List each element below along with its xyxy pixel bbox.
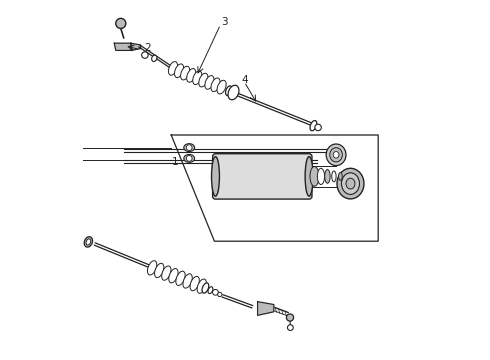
Ellipse shape (84, 237, 93, 247)
Ellipse shape (217, 80, 226, 94)
Ellipse shape (318, 168, 324, 185)
Ellipse shape (310, 166, 319, 186)
Ellipse shape (174, 64, 184, 77)
Ellipse shape (176, 271, 185, 285)
Text: 2: 2 (144, 43, 151, 53)
Ellipse shape (184, 144, 195, 152)
Ellipse shape (183, 274, 192, 288)
Ellipse shape (346, 178, 355, 189)
Ellipse shape (154, 263, 164, 278)
Ellipse shape (169, 269, 178, 283)
Ellipse shape (326, 144, 346, 166)
Ellipse shape (193, 71, 202, 85)
Circle shape (218, 292, 222, 297)
Ellipse shape (332, 171, 336, 182)
Polygon shape (258, 302, 274, 315)
FancyBboxPatch shape (213, 154, 312, 199)
Circle shape (286, 314, 294, 321)
Ellipse shape (228, 85, 239, 100)
Polygon shape (131, 43, 141, 50)
Polygon shape (114, 43, 132, 50)
Circle shape (186, 145, 192, 150)
Ellipse shape (208, 287, 213, 294)
Ellipse shape (205, 76, 214, 89)
Text: 3: 3 (221, 17, 228, 27)
Circle shape (213, 289, 219, 295)
Ellipse shape (337, 168, 364, 199)
Ellipse shape (305, 157, 313, 196)
Ellipse shape (190, 276, 199, 291)
Ellipse shape (187, 69, 196, 82)
Ellipse shape (199, 73, 208, 87)
Ellipse shape (202, 283, 209, 293)
Circle shape (186, 156, 192, 161)
Circle shape (142, 52, 148, 58)
Ellipse shape (330, 148, 343, 162)
Ellipse shape (212, 157, 220, 196)
Circle shape (315, 124, 321, 131)
Ellipse shape (147, 261, 157, 275)
Text: 4: 4 (242, 75, 248, 85)
Ellipse shape (339, 172, 342, 180)
Ellipse shape (211, 78, 220, 91)
Ellipse shape (197, 279, 206, 293)
Ellipse shape (86, 239, 91, 245)
Ellipse shape (342, 173, 360, 194)
Text: 1: 1 (172, 157, 179, 167)
Circle shape (288, 325, 293, 330)
Ellipse shape (184, 154, 195, 162)
Ellipse shape (325, 170, 330, 183)
Ellipse shape (151, 55, 157, 62)
Ellipse shape (169, 62, 177, 75)
Ellipse shape (162, 266, 171, 280)
Circle shape (116, 18, 126, 28)
Ellipse shape (333, 152, 339, 158)
Ellipse shape (181, 66, 190, 80)
Ellipse shape (225, 86, 232, 95)
Ellipse shape (310, 121, 317, 131)
